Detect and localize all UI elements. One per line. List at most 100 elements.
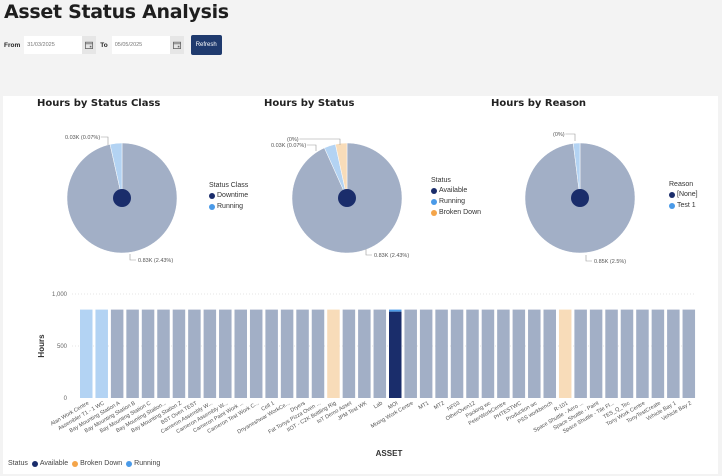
legend-dot [209,192,215,199]
legend-dot [72,460,79,467]
legend-label: Test 1 [677,202,696,209]
legend-item-none[interactable]: [None] [669,191,698,198]
bar [80,309,93,398]
pie-data-label: 0.83K (2.43%) [374,253,409,259]
pie-leader-line [585,255,592,262]
legend-item-broken-down[interactable]: Broken Down [72,460,122,467]
x-tick-label: MT1 [418,401,431,412]
bar [528,309,541,398]
chart-title-status-class: Hours by Status Class [37,98,161,109]
bar [481,309,495,398]
pie-leader-line [299,138,341,145]
from-calendar-button[interactable] [82,36,97,54]
bar [620,309,634,398]
y-tick-label: 1,000 [52,292,68,298]
bar [219,309,232,398]
bar [265,309,278,398]
x-tick-label: NF03 [446,401,461,413]
pie-leader-line [306,144,317,151]
legend-label: Available [439,187,468,194]
bar [450,309,464,398]
legend-title: Reason [669,181,694,188]
legend-item-broken-down[interactable]: Broken Down [431,209,481,216]
legend-reason: Reason [None] Test 1 [669,181,698,213]
bar [157,309,170,398]
legend-item-running[interactable]: Running [431,198,481,205]
legend-dot [209,203,215,210]
bar [327,309,340,398]
legend-label: [None] [677,191,698,198]
pie-leader-line [129,254,136,261]
pie-leader-line [100,136,109,145]
bar [605,309,618,398]
legend-item-running[interactable]: Running [126,460,160,467]
to-label: To [100,41,108,49]
pie-slice [109,142,123,199]
y-tick-label: 500 [57,344,68,350]
legend-item-available[interactable]: Available [431,187,481,194]
legend-label: Running [217,203,244,210]
pie-slice [572,142,581,199]
pie-charts: 0.03K (0.07%)0.83K (2.43%)0.03K (0.07%)(… [65,132,636,265]
pie-highlight-slice [571,189,589,207]
pie-data-label: 0.03K (0.07%) [271,143,306,149]
bar [141,309,155,398]
legend-label: Running [134,460,161,467]
legend-title: Status Class [209,182,249,189]
pie-highlight-slice [338,189,356,207]
bar [234,309,247,398]
bar [466,309,479,398]
x-tick-label: MOI [387,400,399,411]
bar [636,309,649,398]
legend-title: Status [431,177,451,184]
from-label: From [4,41,21,49]
page-title: Asset Status Analysis [4,1,229,23]
bar [497,309,510,398]
bar [682,309,696,398]
bar [296,309,309,398]
bar [249,309,263,398]
bar-segment-running [389,309,402,312]
chart-title-status: Hours by Status [264,98,355,109]
bar [404,309,417,398]
date-filter-bar: From 31/03/2025 To 05/05/2025 Refresh [4,35,222,55]
bar [203,309,217,398]
pie-highlight-slice [113,189,131,207]
legend-label: Broken Down [439,209,482,216]
refresh-button[interactable]: Refresh [190,35,222,55]
legend-item-test-1[interactable]: Test 1 [669,202,698,209]
pie-data-label: 0.83K (2.43%) [138,258,173,264]
bar [373,309,387,398]
legend-item-running[interactable]: Running [209,203,248,210]
bar [543,309,556,398]
from-date-input[interactable]: 31/03/2025 [24,36,83,54]
x-tick-label: Lab [373,401,384,411]
legend-dot [669,202,675,209]
legend-status: Status Available Running Broken Down [431,177,481,220]
legend-dot [431,209,437,216]
to-calendar-button[interactable] [169,36,184,54]
pie-leader-line [565,133,576,141]
bar [574,309,587,398]
calendar-icon [85,41,94,49]
legend-label: Broken Down [80,460,123,467]
x-axis-title: ASSET [376,449,403,458]
y-axis-title: Hours [37,334,46,358]
legend-item-downtime[interactable]: Downtime [209,192,248,199]
bar [435,309,448,398]
bar [342,309,356,398]
pie-data-label: (0%) [287,137,299,143]
bar [667,309,680,398]
pie-data-label: 0.85K (2.5%) [594,259,626,265]
to-date-input[interactable]: 05/05/2025 [111,36,170,54]
legend-status-class: Status Class Downtime Running [209,182,248,214]
chart-title-reason: Hours by Reason [491,98,587,109]
bar [311,309,325,398]
bar [172,309,186,398]
bar [95,309,108,398]
pie-slice [335,142,348,199]
calendar-icon [172,41,181,49]
legend-item-available[interactable]: Available [31,460,68,467]
legend-dot [431,187,437,194]
